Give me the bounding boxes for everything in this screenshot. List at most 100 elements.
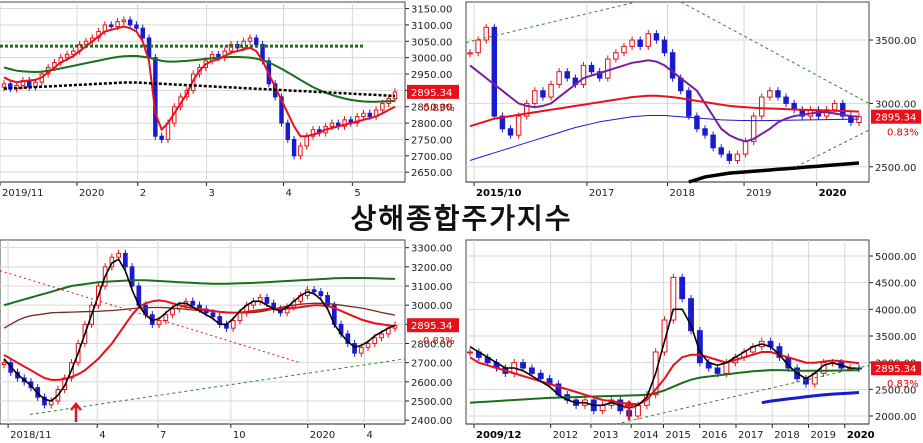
candle-up (750, 115, 757, 142)
candle-down (279, 96, 284, 124)
candle-up (1, 362, 7, 366)
x-tick-label: 4 (286, 188, 292, 199)
candle-up (83, 40, 89, 46)
candle-up (635, 404, 641, 417)
x-tick-label: 4 (99, 430, 105, 441)
arrow-up-icon (623, 400, 635, 420)
candle-down (127, 19, 133, 26)
candle-up (304, 135, 309, 147)
plot-area (0, 1, 406, 183)
x-tick-label: 10 (233, 430, 246, 441)
y-tick-label: 3150.00 (411, 5, 452, 16)
candle-down (694, 115, 700, 130)
candle-up (621, 45, 627, 54)
candle-up (831, 102, 838, 111)
last-price-label: 2895.34 (875, 364, 916, 375)
candle-down (528, 367, 535, 374)
candle-down (318, 291, 324, 297)
candle-down (134, 24, 139, 29)
x-tick-label: 2012 (553, 430, 578, 441)
change-pct-label: 0.83% (423, 103, 455, 114)
candle-down (679, 276, 686, 300)
candle-up (298, 145, 303, 157)
chart-panel-monthly: 5000.004500.004000.003500.003000.002500.… (464, 238, 923, 443)
candle-down (507, 128, 514, 136)
candle-up (241, 40, 246, 49)
candle-down (718, 147, 724, 155)
y-tick-label: 4500.00 (875, 279, 916, 290)
candle-down (520, 362, 526, 369)
y-tick-label: 3300.00 (411, 244, 452, 255)
candle-up (228, 44, 234, 52)
chart-svg-weekly: 3500.00 3000.00 2500.00 2015/10 2017 2018 2019… (465, 1, 921, 199)
y-tick-label: 3050.00 (411, 37, 452, 48)
candle-up (467, 351, 473, 354)
ma-green-line (3, 55, 396, 103)
x-tick-label: 2018 (774, 430, 799, 441)
candle-down (688, 298, 694, 332)
y-tick-label: 3200.00 (411, 263, 452, 274)
chart-svg-daily-long: 3300.003200.003100.003000.002900.002800.… (0, 239, 459, 441)
candle-down (661, 39, 668, 54)
candle-up (121, 19, 127, 23)
y-tick-label: 3100.00 (411, 282, 452, 293)
x-tick-label: 2017 (738, 430, 763, 441)
last-price-box (871, 109, 921, 124)
candle-up (310, 129, 316, 137)
candle-up (742, 140, 749, 155)
candle-down (726, 153, 733, 161)
candle-up (548, 83, 554, 98)
arrow-up-icon (70, 402, 82, 422)
x-tick-label: 2019 (811, 430, 836, 441)
x-tick-label: 2009/12 (476, 430, 521, 441)
candle-up (467, 52, 473, 55)
candle-down (264, 297, 270, 304)
x-tick-label: 2020 (79, 188, 104, 199)
candle-up (613, 52, 619, 60)
candle-up (342, 119, 347, 127)
candle-up (670, 276, 677, 321)
candle-up (71, 50, 76, 55)
candle-up (599, 404, 606, 412)
candle-up (515, 115, 522, 136)
candle-down (129, 266, 135, 287)
y-tick-label: 2650.00 (411, 168, 452, 179)
candle-down (710, 134, 716, 149)
ma-black-line (3, 81, 396, 98)
candle-down (588, 64, 595, 73)
y-tick-label: 3500.00 (875, 332, 916, 343)
candle-down (499, 115, 506, 130)
y-tick-label: 2700.00 (411, 152, 452, 163)
ma-purple-line (469, 59, 860, 143)
candle-up (116, 252, 121, 258)
last-price-box (407, 84, 459, 99)
y-tick-label: 5000.00 (875, 252, 916, 263)
candle-down (190, 300, 196, 306)
candle-down (159, 135, 164, 140)
ma-red-line (469, 94, 860, 128)
candle-up (580, 64, 587, 85)
candle-up (329, 122, 335, 127)
y-tick-label: 2500.00 (875, 385, 916, 396)
candle-up (475, 39, 481, 54)
candle-down (596, 71, 603, 79)
x-tick-label: 2018/11 (10, 430, 52, 441)
x-tick-label: 5 (354, 188, 360, 199)
candle-up (629, 39, 635, 47)
candle-up (170, 308, 175, 316)
x-tick-label: 2016 (702, 430, 727, 441)
candle-down (254, 37, 259, 46)
candle-up (532, 90, 538, 104)
ma-blue-line (761, 391, 860, 405)
plot-area (0, 239, 406, 425)
candle-up (358, 346, 364, 354)
candle-up (354, 116, 360, 124)
y-tick-label: 2850.00 (411, 103, 452, 114)
ma-red-line (469, 351, 860, 406)
candle-up (483, 26, 489, 41)
candle-down (540, 90, 546, 98)
candle-down (108, 24, 114, 28)
x-tick-label: 2019 (746, 188, 771, 199)
candle-up (645, 33, 652, 47)
candle-up (115, 21, 120, 28)
